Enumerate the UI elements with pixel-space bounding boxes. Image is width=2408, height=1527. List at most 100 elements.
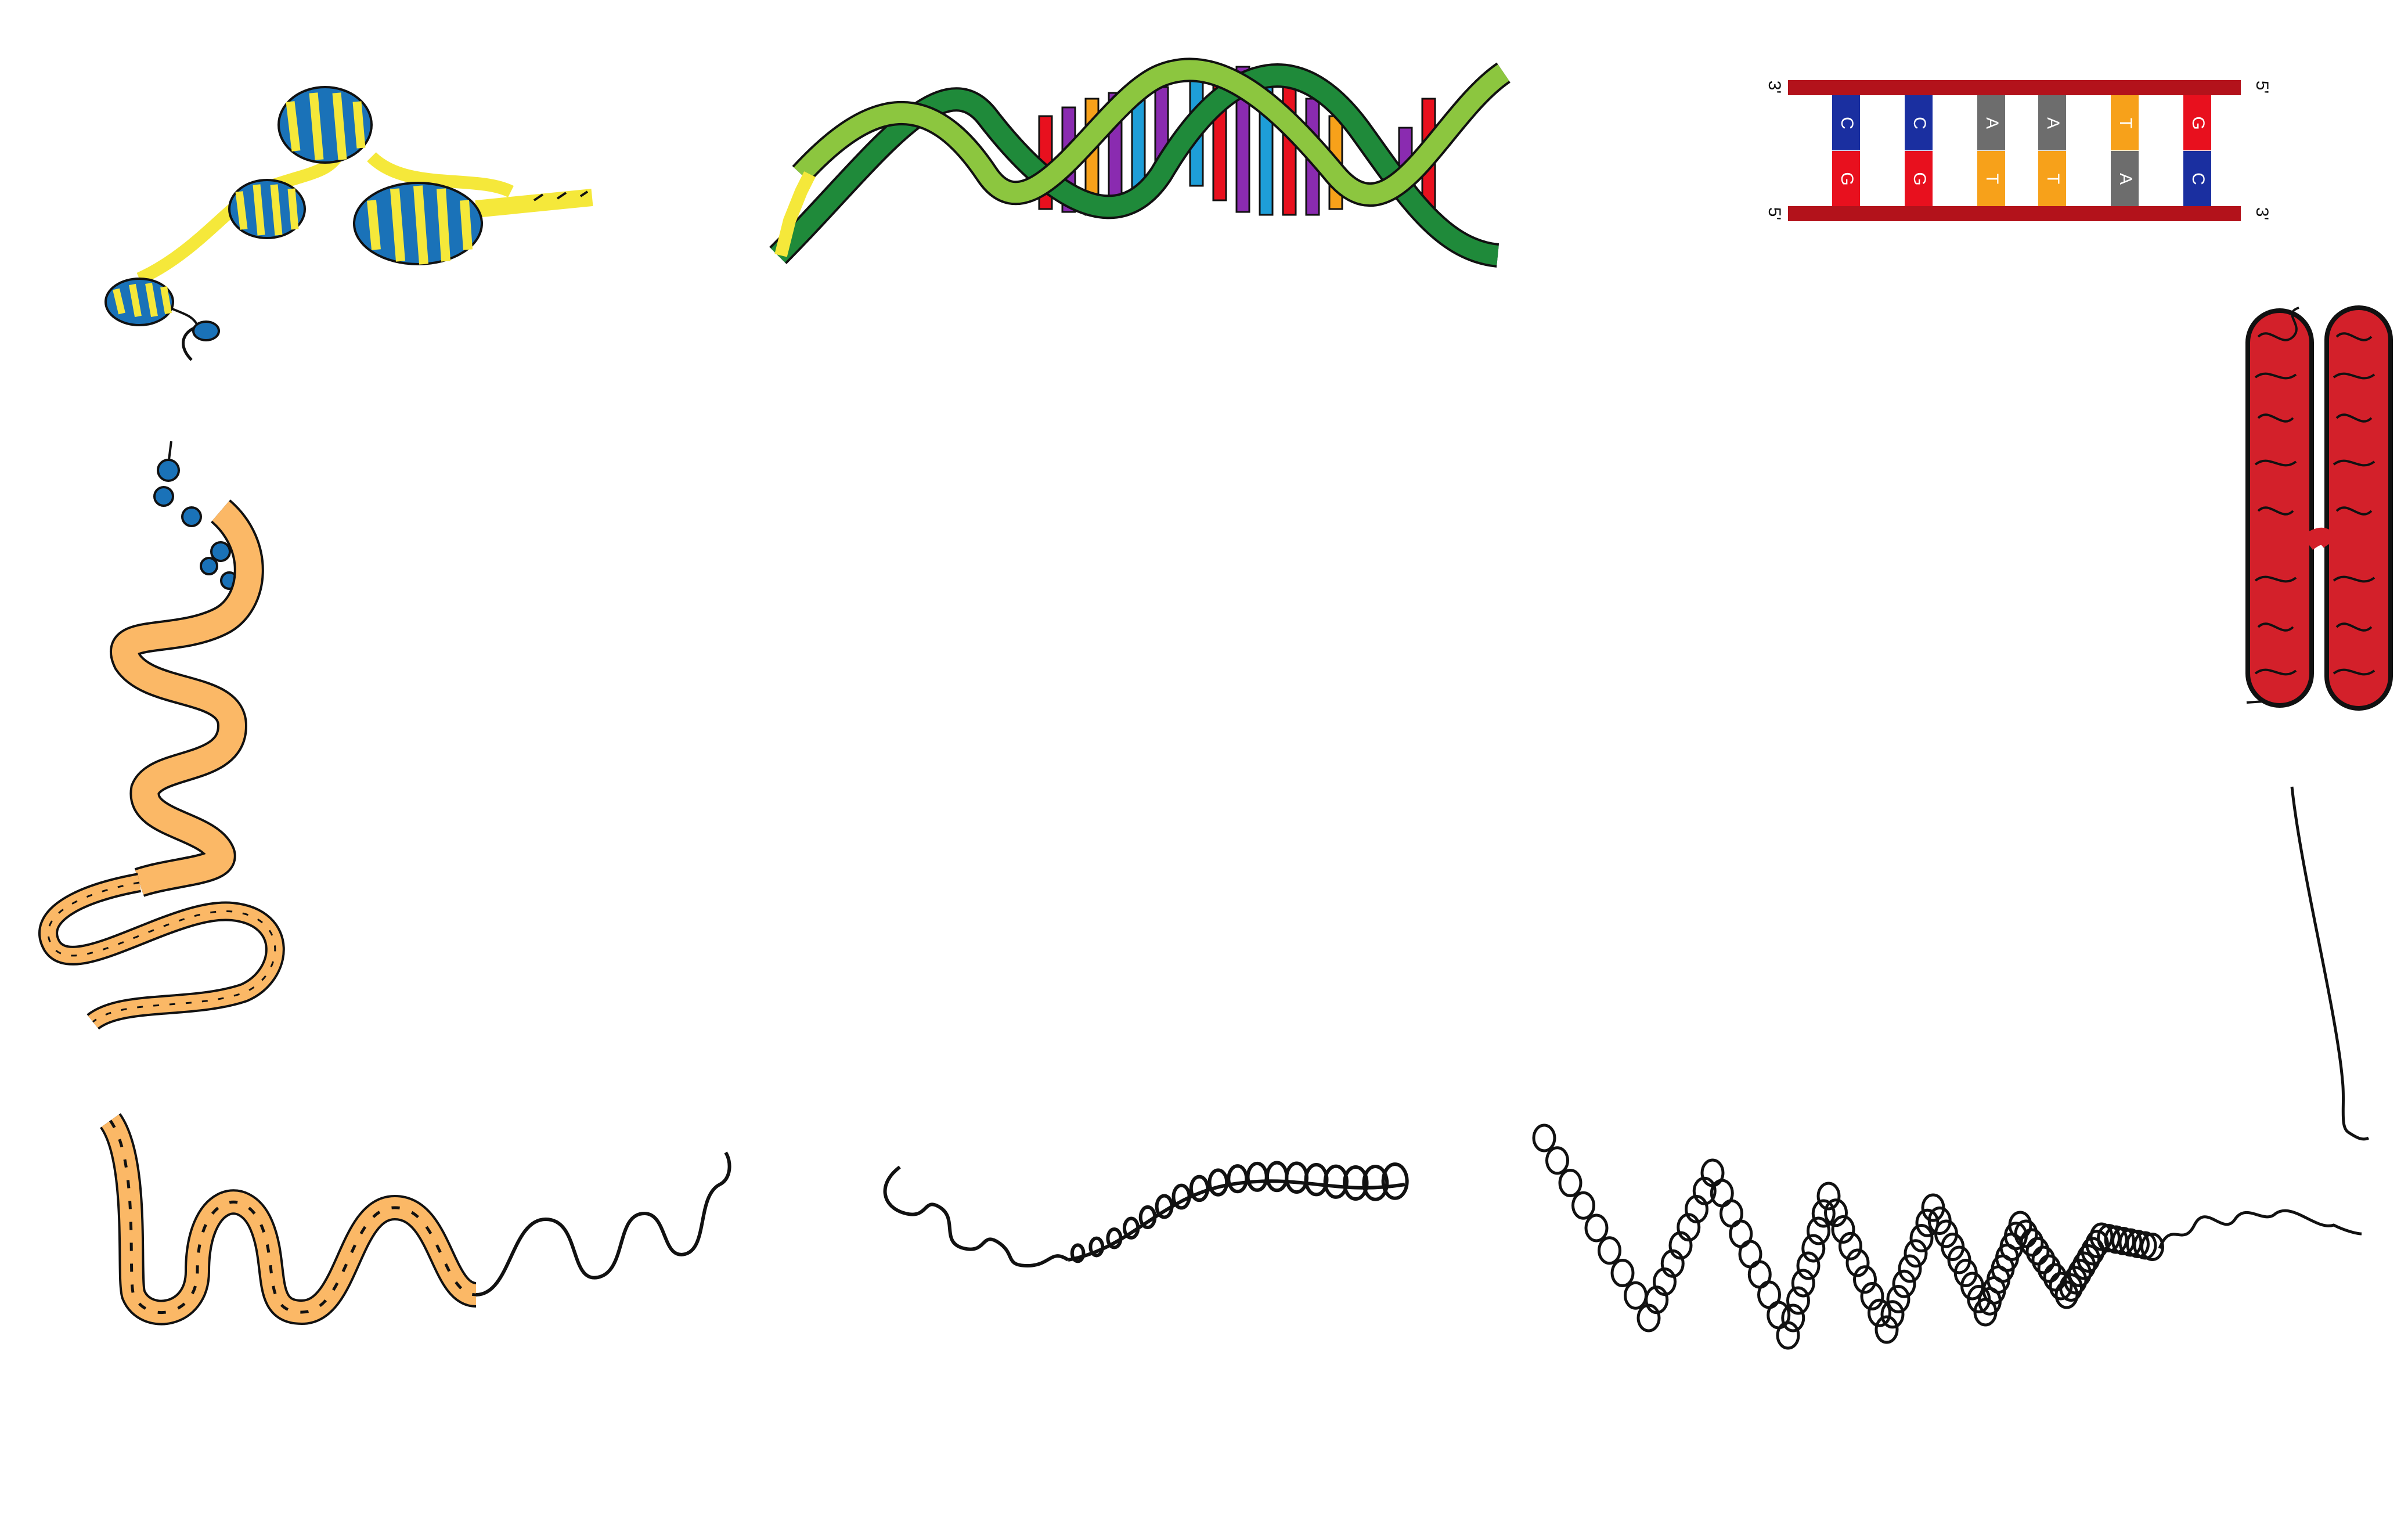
base-bottom-2 xyxy=(1905,151,1933,206)
chain-loop xyxy=(1532,1123,1556,1153)
chain-loop xyxy=(2081,1237,2105,1266)
chain-loop xyxy=(1584,1213,1609,1243)
bottom-backbone xyxy=(1788,206,2241,221)
end-top-left: 3' xyxy=(1765,81,1784,93)
chain-loop xyxy=(1860,1282,1884,1310)
coiled-fiber-icon xyxy=(38,441,285,1030)
base-label-top-6: G xyxy=(2189,116,2208,129)
base-label-top-1: C xyxy=(1837,117,1857,129)
coil-loop xyxy=(1323,1164,1349,1199)
coil-loop xyxy=(1122,1216,1140,1240)
chain-loop xyxy=(2063,1266,2088,1295)
twisted-rope-icon xyxy=(99,1113,731,1326)
chain-loop xyxy=(1904,1239,1928,1268)
chain-loop xyxy=(1545,1146,1569,1175)
base-top-2 xyxy=(1905,95,1933,150)
top-backbone xyxy=(1788,80,2241,95)
end-bottom-right: 3' xyxy=(2252,207,2272,220)
chain-loop xyxy=(2068,1259,2092,1287)
base-pair-ladder-icon: 3' 5' 5' 3' C G C G A T A T T A G C xyxy=(1765,80,2272,221)
base-label-top-4: A xyxy=(2043,117,2063,129)
end-bottom-left: 5' xyxy=(1765,207,1784,220)
chain-loop xyxy=(2031,1245,2056,1274)
chain-loop xyxy=(1610,1259,1635,1287)
base-label-top-3: A xyxy=(1982,117,2002,129)
coil-loop xyxy=(1362,1164,1389,1201)
coil-loop xyxy=(1207,1168,1229,1197)
base-bottom-3 xyxy=(1977,151,2005,206)
chain-loop xyxy=(2054,1280,2079,1309)
base-top-1 xyxy=(1832,95,1860,150)
coil-loop xyxy=(1265,1161,1289,1193)
base-top-4 xyxy=(2038,95,2066,150)
chain-loop xyxy=(1875,1315,1899,1344)
chain-loop xyxy=(1786,1286,1810,1315)
coil-loop xyxy=(1138,1205,1157,1230)
coil-loop xyxy=(1343,1165,1369,1201)
coil-loop xyxy=(1227,1164,1249,1194)
chain-loop xyxy=(1831,1215,1855,1244)
base-pairs: C G C G A T A T T A G C xyxy=(1832,95,2211,206)
chain-loop xyxy=(1886,1285,1910,1313)
base-label-bottom-5: A xyxy=(2116,173,2135,185)
base-label-bottom-3: T xyxy=(1982,174,2002,184)
base-label-bottom-2: G xyxy=(1910,172,1929,185)
base-label-top-2: C xyxy=(1910,117,1929,129)
nucleosome-strand-icon xyxy=(104,86,593,361)
chain-loop xyxy=(1892,1269,1916,1298)
dna-double-helix-icon xyxy=(769,57,1511,268)
coil-loop xyxy=(1106,1227,1123,1249)
thin-thread-icon xyxy=(2290,786,2370,1141)
coil-loop xyxy=(1155,1194,1174,1219)
chain-loop xyxy=(1776,1321,1800,1350)
chain-loop xyxy=(1811,1199,1836,1228)
chain-loop xyxy=(1571,1191,1595,1220)
base-bottom-4 xyxy=(2038,151,2066,206)
chain-loop xyxy=(2020,1228,2044,1257)
chain-loop xyxy=(1839,1231,1862,1261)
chain-loop xyxy=(1845,1248,1870,1277)
chain-loop xyxy=(2049,1272,2073,1301)
chain-loop xyxy=(2025,1237,2050,1266)
chain-loop xyxy=(1868,1298,1891,1327)
chain-loop xyxy=(2059,1273,2083,1302)
supercoiled-strand-icon xyxy=(883,1161,1409,1268)
chain-loop xyxy=(1558,1169,1582,1197)
chain-loop xyxy=(1791,1269,1815,1298)
chain-loop xyxy=(1853,1265,1877,1294)
chain-loop xyxy=(2077,1244,2100,1273)
base-top-6 xyxy=(2183,95,2211,150)
coil-loop xyxy=(1246,1161,1268,1192)
end-top-right: 5' xyxy=(2252,81,2272,93)
base-bottom-5 xyxy=(2111,151,2139,206)
base-label-bottom-4: T xyxy=(2043,174,2063,184)
chain-loop xyxy=(2072,1251,2096,1280)
chain-loop xyxy=(1880,1300,1905,1329)
chain-loop xyxy=(1801,1234,1826,1263)
looped-domain-icon xyxy=(1532,1123,2362,1350)
chain-loop xyxy=(1909,1224,1934,1252)
chain-loop xyxy=(1915,1208,1940,1237)
base-top-3 xyxy=(1977,95,2005,150)
base-label-top-5: T xyxy=(2116,118,2135,128)
chain-loop xyxy=(1781,1303,1805,1332)
chain-loop xyxy=(1598,1236,1621,1265)
coil-loop xyxy=(1171,1183,1191,1210)
chain-loop xyxy=(1624,1281,1648,1310)
chain-loop xyxy=(1824,1198,1848,1227)
base-label-bottom-1: G xyxy=(1837,172,1857,185)
chain-loop xyxy=(2133,1231,2157,1260)
coil-loop xyxy=(1070,1243,1086,1263)
coil-loop xyxy=(1088,1236,1105,1258)
chain-loop xyxy=(1898,1254,1922,1283)
chain-loop xyxy=(2037,1254,2061,1283)
coil-loop xyxy=(1285,1161,1308,1194)
chain-loop xyxy=(2014,1219,2038,1248)
chain-loop xyxy=(1796,1251,1821,1280)
chain-loop xyxy=(2126,1230,2150,1258)
base-top-5 xyxy=(2111,95,2139,150)
chain-loop xyxy=(1807,1216,1830,1245)
chain-loop xyxy=(2008,1211,2032,1240)
condensed-chromosome-icon xyxy=(2245,305,2393,711)
